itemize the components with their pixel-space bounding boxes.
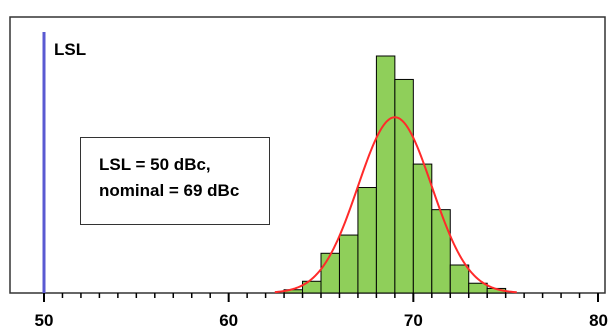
histogram-bar [375,55,396,294]
x-tick-label: 60 [219,311,238,330]
histogram-bars [283,55,507,294]
x-tick-label: 80 [589,311,608,330]
histogram-bar [394,78,414,294]
histogram-bar [449,264,470,294]
histogram-bar [357,187,377,294]
histogram-bar [320,252,340,294]
histogram-bar [412,163,433,294]
x-axis-ticks [43,293,599,302]
histogram-bar [431,209,451,294]
histogram-bar [338,234,359,294]
annotation-box: LSL = 50 dBc, nominal = 69 dBc [80,137,270,225]
annotation-line-2: nominal = 69 dBc [99,181,240,200]
lsl-label: LSL [54,40,86,59]
x-tick-label: 70 [404,311,423,330]
x-axis-tick-labels: 50 60 70 80 [35,311,608,330]
annotation-line-1: LSL = 50 dBc, [99,155,211,174]
x-tick-label: 50 [35,311,54,330]
normal-fit-curve [274,116,517,294]
